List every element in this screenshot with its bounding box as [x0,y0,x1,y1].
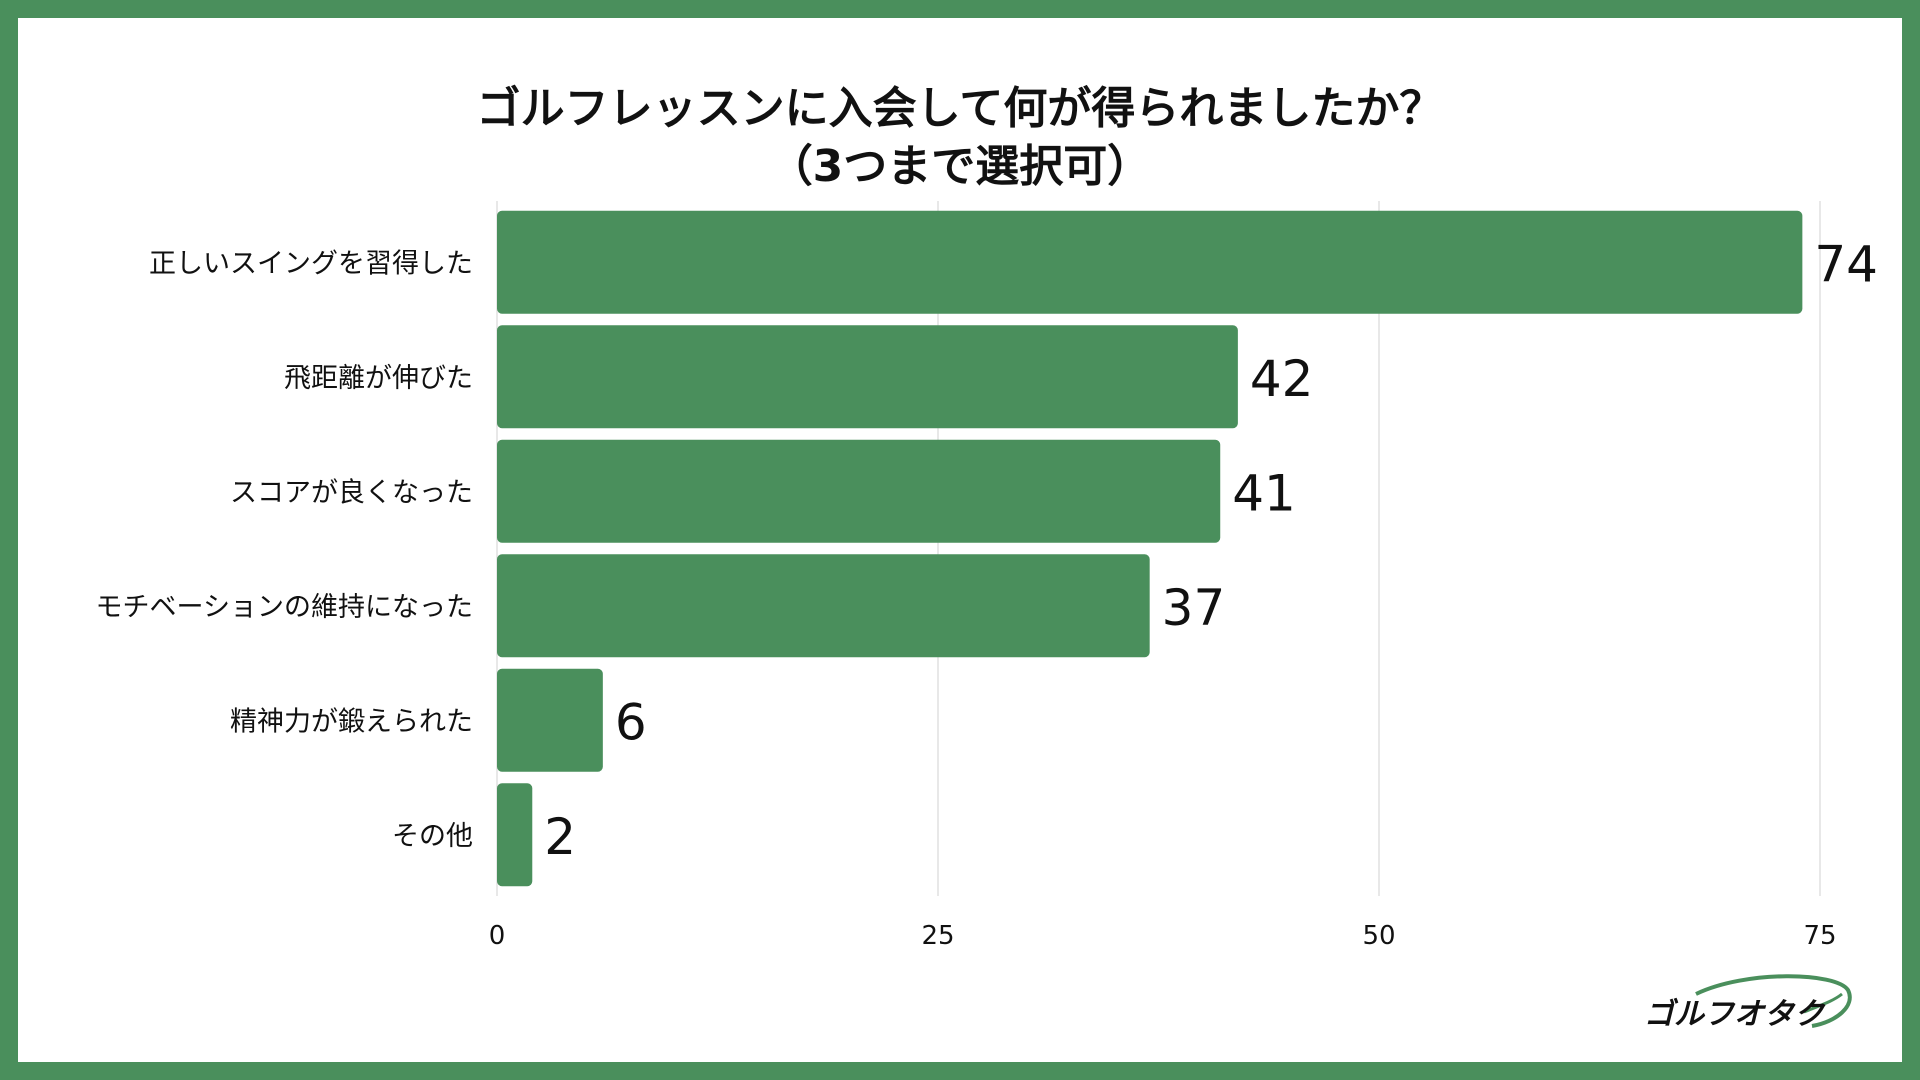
category-label: スコアが良くなった [230,477,473,508]
x-tick-label: 0 [489,921,506,951]
category-label: その他 [392,821,473,852]
category-label: 精神力が鍛えられた [230,706,473,737]
data-label: 6 [615,693,647,751]
chart-title-line-2: （3つまで選択可） [768,141,1152,192]
chart-title: ゴルフレッスンに入会して何が得られましたか？ （3つまで選択可） [18,80,1902,196]
category-label: 飛距離が伸びた [284,363,473,394]
logo-text: ゴルフオタク [1644,997,1826,1032]
x-tick-label: 50 [1362,921,1395,951]
bar [497,783,533,887]
data-label: 41 [1232,464,1296,522]
golf-swing-logo-icon: ゴルフオタク [1644,974,1852,1032]
bar [497,668,603,772]
chart-frame: ゴルフレッスンに入会して何が得られましたか？ （3つまで選択可） 0 25 50 75… [18,18,1902,1062]
bar-chart: 0 25 50 75 正しいスイングを習得した 74 飛距離が伸びた 42 スコアが良くなった 4… [96,201,1878,951]
chart-title-line-1: ゴルフレッスンに入会して何が得られましたか？ [476,83,1444,134]
bar [497,210,1803,314]
x-tick-label: 25 [921,921,954,951]
data-label: 74 [1814,235,1878,293]
category-label: モチベーションの維持になった [96,592,473,623]
bar [497,325,1238,429]
bar [497,439,1221,543]
x-tick-label: 75 [1803,921,1836,951]
category-label: 正しいスイングを習得した [149,248,473,279]
data-label: 37 [1162,579,1226,637]
data-label: 42 [1250,350,1314,408]
data-label: 2 [544,808,576,866]
bar [497,554,1150,658]
